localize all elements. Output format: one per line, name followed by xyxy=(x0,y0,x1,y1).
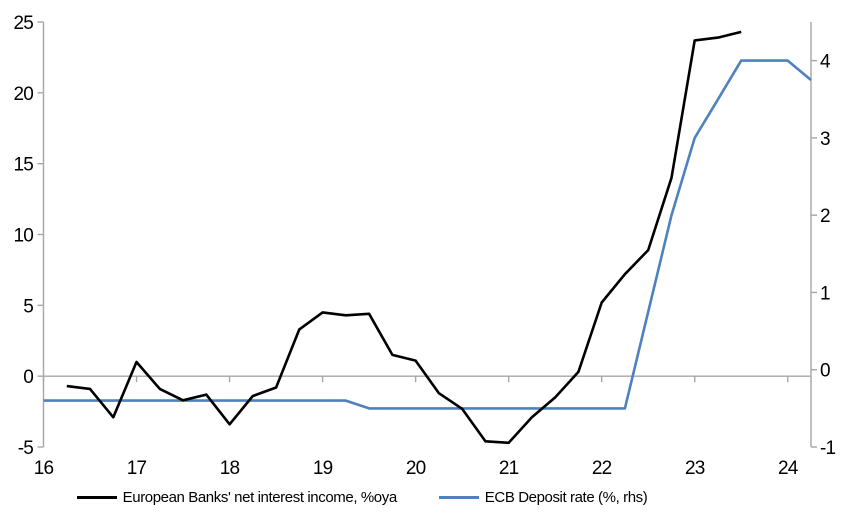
black-line-swatch xyxy=(76,496,117,499)
x-axis-tick-label: 18 xyxy=(220,458,240,479)
ecb-deposit-rate-line xyxy=(43,59,812,410)
legend-item-ecb-deposit-rate: ECB Deposit rate (%, rhs) xyxy=(438,489,648,506)
legend-item-net-interest-income: European Banks' net interest income, %oy… xyxy=(76,489,398,506)
left-axis-tick-label: 15 xyxy=(13,155,33,176)
right-axis-tick-label: 1 xyxy=(820,283,830,304)
right-axis-tick-label: 3 xyxy=(820,129,830,150)
blue-line-swatch xyxy=(438,496,479,499)
right-axis-tick-label: 0 xyxy=(820,361,830,382)
legend-label-net-interest-income: European Banks' net interest income, %oy… xyxy=(122,489,398,506)
x-axis-tick-label: 17 xyxy=(127,458,147,479)
left-axis-tick-label: 0 xyxy=(23,367,33,388)
left-axis-tick-label: 10 xyxy=(13,226,33,247)
x-axis-tick-label: 22 xyxy=(592,458,612,479)
net-interest-income-line xyxy=(66,30,742,445)
right-axis-tick-label: 4 xyxy=(820,52,831,73)
x-axis-tick-label: 20 xyxy=(406,458,426,479)
legend: European Banks' net interest income, %oy… xyxy=(0,489,852,506)
left-axis-tick-label: 5 xyxy=(23,296,33,317)
legend-label-ecb-deposit-rate: ECB Deposit rate (%, rhs) xyxy=(484,489,648,506)
left-axis-tick-label: 20 xyxy=(13,84,33,105)
right-axis-tick-label: -1 xyxy=(820,438,836,459)
right-axis-tick-label: 2 xyxy=(820,206,830,227)
x-axis-tick-label: 24 xyxy=(778,458,799,479)
x-axis-tick-label: 19 xyxy=(313,458,333,479)
x-axis-tick-label: 21 xyxy=(499,458,519,479)
x-axis-tick-label: 23 xyxy=(685,458,705,479)
x-axis-tick-label: 16 xyxy=(34,458,54,479)
left-axis-tick-label: 25 xyxy=(13,13,33,34)
left-axis-tick-label: -5 xyxy=(18,438,34,459)
